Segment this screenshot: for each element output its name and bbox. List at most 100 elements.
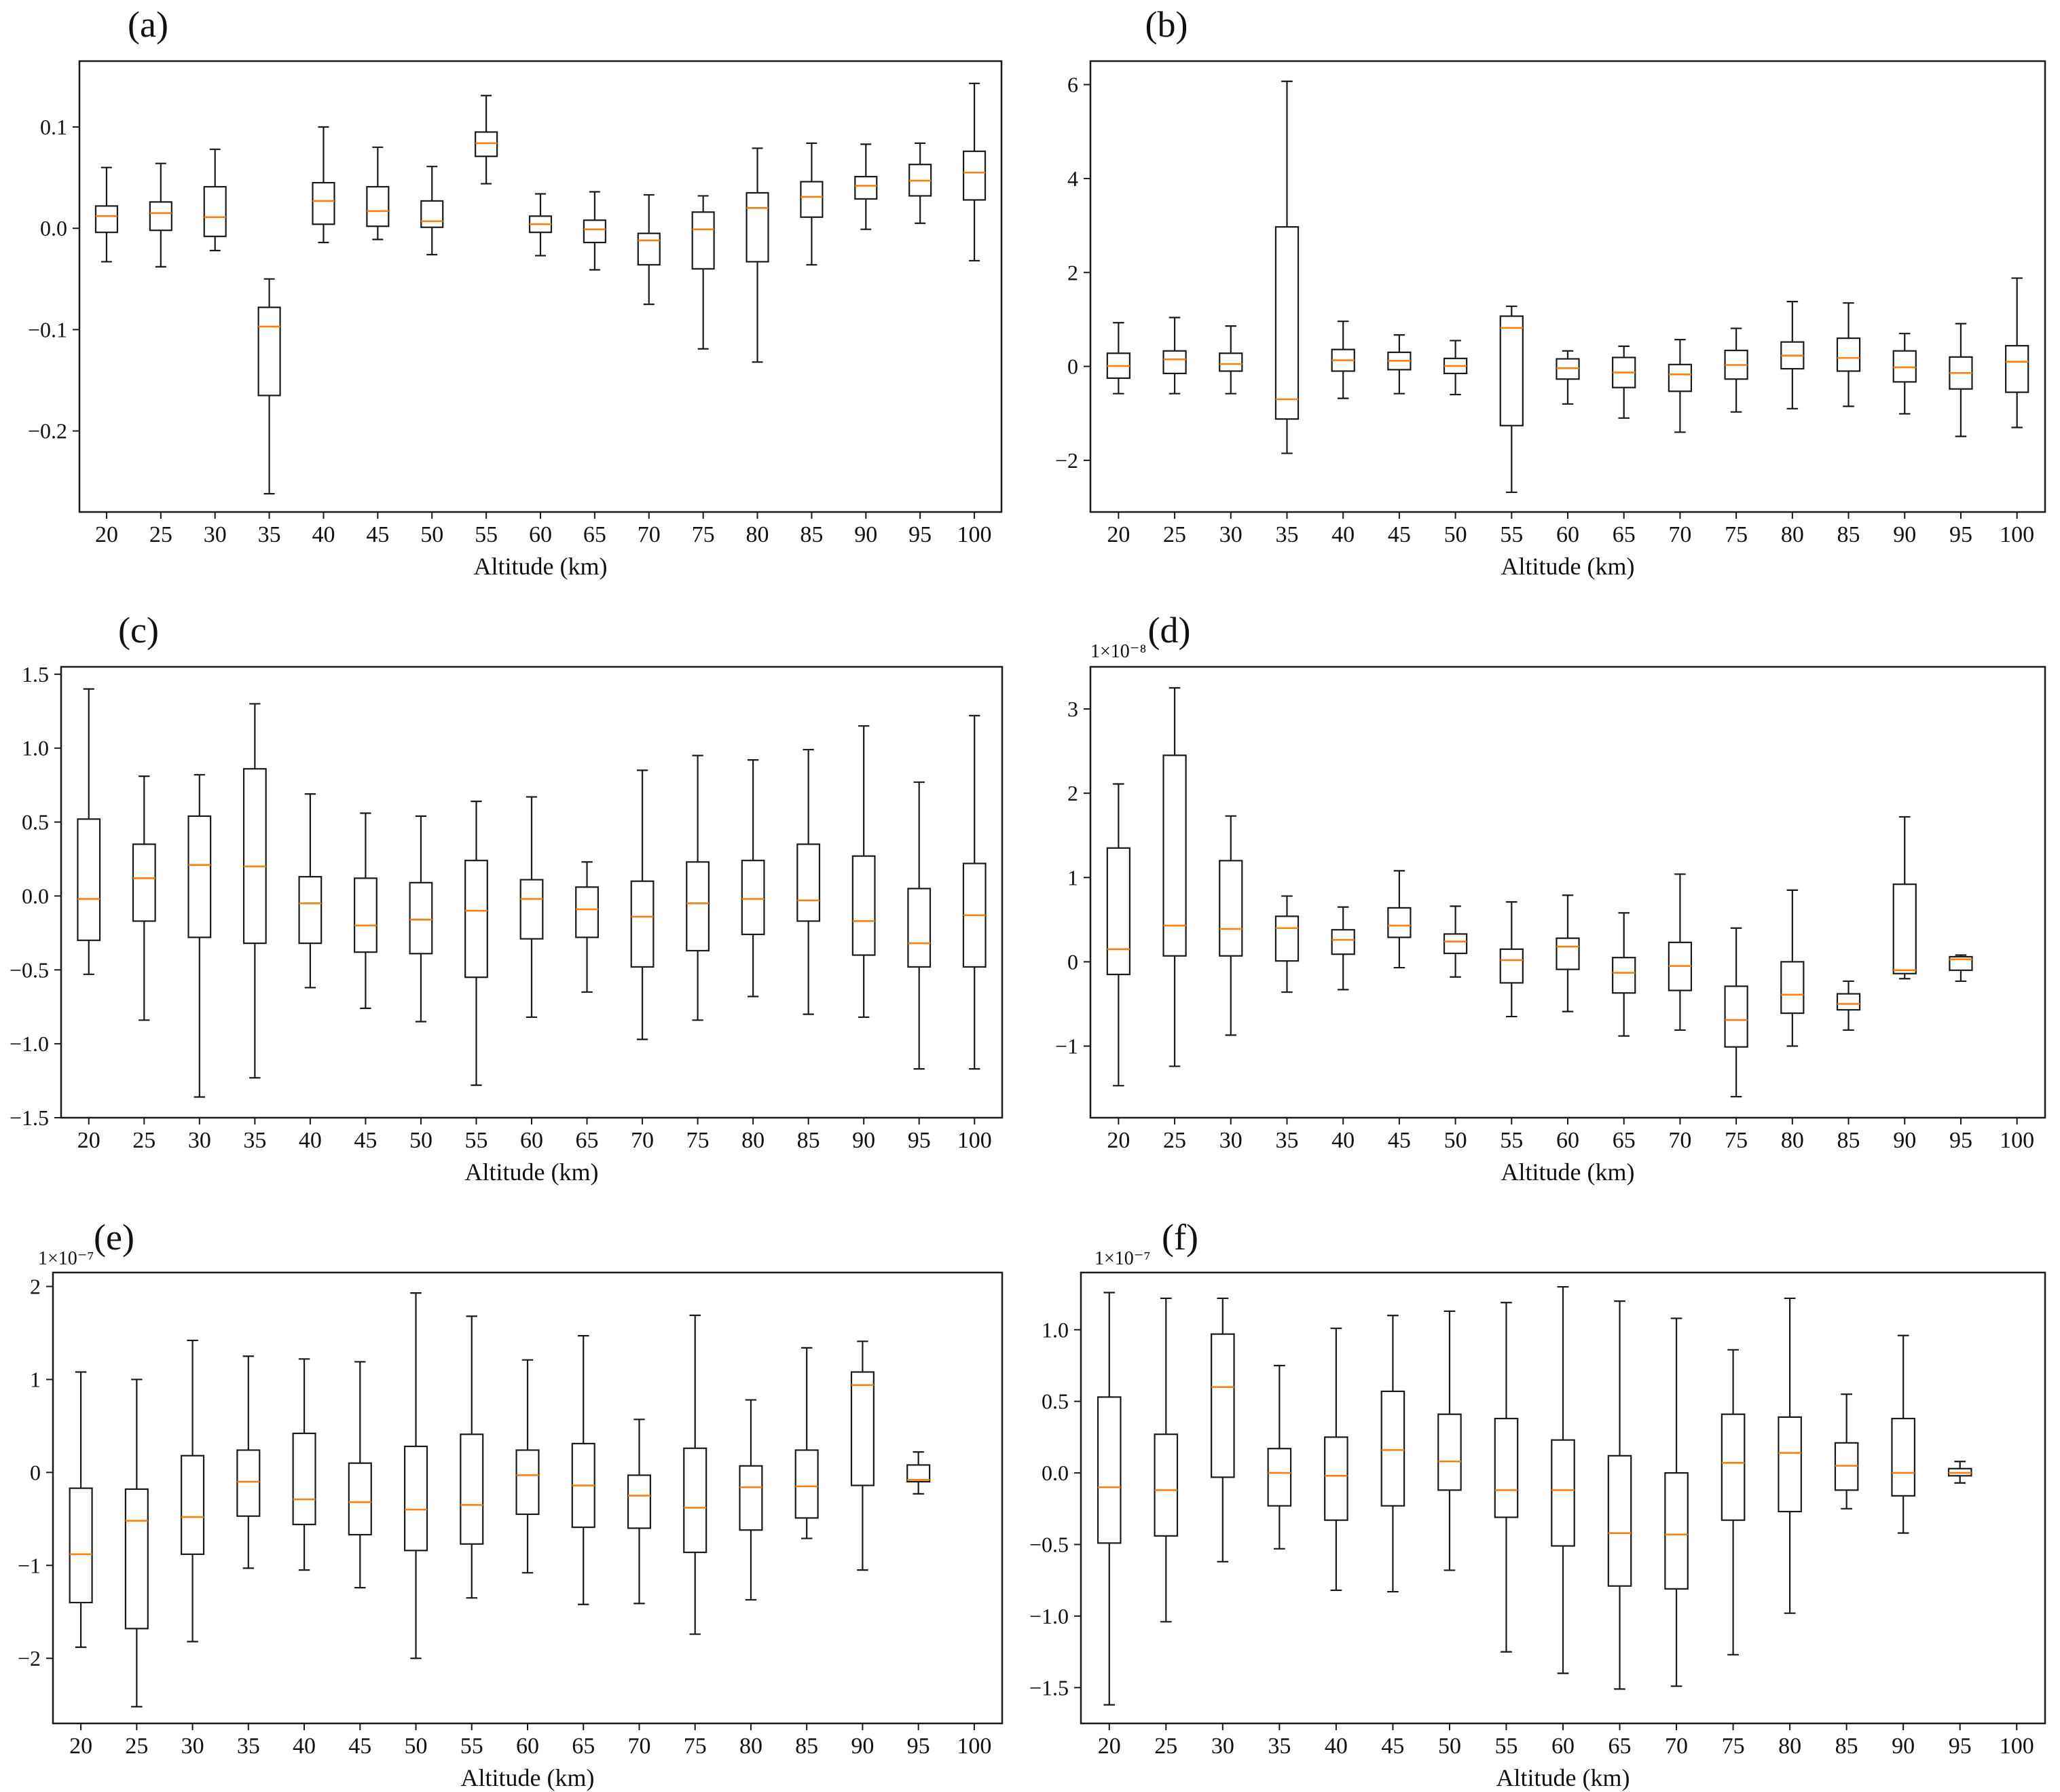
y-tick-label: −0.1 — [28, 317, 67, 342]
iqr-box — [1556, 937, 1580, 970]
x-axis-label: Altitude (km) — [1496, 1764, 1630, 1791]
iqr-box — [1892, 883, 1917, 974]
box-35 — [236, 1355, 261, 1569]
box-30 — [203, 148, 227, 252]
x-tick-label: 30 — [1219, 522, 1243, 547]
y-tick-label: 4 — [1067, 166, 1078, 191]
x-tick-label: 95 — [1949, 1128, 1972, 1153]
iqr-box — [1551, 1439, 1575, 1547]
y-tick-label: −1.5 — [10, 1105, 49, 1130]
x-tick-label: 50 — [1444, 522, 1467, 547]
iqr-box — [1780, 961, 1805, 1014]
panel-letter: (b) — [1145, 4, 1188, 45]
x-tick-label: 60 — [1556, 1128, 1579, 1153]
x-tick-label: 60 — [1551, 1734, 1575, 1759]
x-tick-label: 20 — [1098, 1734, 1121, 1759]
box-55 — [1499, 901, 1524, 1018]
iqr-box — [69, 1487, 93, 1604]
x-tick-label: 55 — [1500, 522, 1523, 547]
iqr-box — [187, 815, 212, 938]
x-tick-label: 70 — [627, 1734, 650, 1759]
iqr-box — [796, 843, 821, 922]
iqr-box — [1162, 754, 1187, 957]
iqr-box — [1331, 929, 1355, 955]
panel-5: −1.5 −1.0 −0.5 0.0 0.5 1.0 20 25 30 35 40 45 50 55 60 6… — [1029, 1217, 2046, 1791]
iqr-box — [739, 1465, 763, 1531]
box-40 — [292, 1358, 316, 1571]
y-tick-label: −1.0 — [10, 1031, 49, 1056]
iqr-box — [1668, 363, 1693, 392]
box-60 — [1556, 350, 1580, 405]
iqr-box — [683, 1447, 707, 1554]
box-25 — [1162, 316, 1187, 395]
x-tick-label: 40 — [1331, 1128, 1355, 1153]
box-75 — [1724, 927, 1748, 1098]
box-50 — [409, 815, 433, 1023]
y-tick-label: 1.0 — [1042, 1317, 1069, 1342]
y-tick-label: −2 — [18, 1646, 41, 1670]
x-tick-label: 65 — [583, 522, 606, 547]
x-tick-label: 70 — [1665, 1734, 1688, 1759]
iqr-box — [1724, 985, 1748, 1048]
iqr-box — [1949, 955, 1973, 971]
box-30 — [181, 1339, 205, 1643]
x-tick-label: 45 — [1388, 522, 1411, 547]
box-90 — [850, 1340, 875, 1571]
y-tick-label: −0.5 — [1029, 1533, 1069, 1557]
x-tick-label: 75 — [686, 1128, 710, 1153]
x-tick-label: 75 — [692, 522, 715, 547]
x-tick-label: 45 — [1381, 1734, 1404, 1759]
x-tick-label: 55 — [1494, 1734, 1518, 1759]
iqr-box — [1162, 350, 1187, 375]
box-35 — [257, 278, 281, 495]
box-55 — [460, 1315, 484, 1599]
iqr-box — [851, 855, 876, 956]
y-tick-label: 0.1 — [40, 115, 67, 139]
axis-scale-label: 1×10⁻⁸ — [1090, 641, 1146, 662]
panel-3: −1 0 1 2 3 20 25 30 35 40 45 50 55 60 65 70 75 80 85 90 95 10… — [1055, 610, 2046, 1186]
box-45 — [348, 1361, 372, 1589]
iqr-box — [794, 1449, 819, 1519]
iqr-box — [77, 818, 101, 941]
box-90 — [854, 143, 878, 230]
panel-1: −2 0 2 4 6 20 25 30 35 40 45 50 55 60 65 70 75 80 85 90 95 10… — [1055, 4, 2046, 580]
box-30 — [1219, 815, 1243, 1036]
iqr-box — [1324, 1436, 1348, 1521]
box-80 — [739, 1399, 763, 1601]
box-55 — [464, 801, 488, 1086]
x-tick-label: 70 — [1668, 1128, 1691, 1153]
box-25 — [149, 162, 172, 268]
x-tick-label: 25 — [132, 1128, 155, 1153]
iqr-box — [746, 191, 769, 263]
box-85 — [1836, 302, 1861, 407]
x-axis-label: Altitude (km) — [1501, 1158, 1635, 1186]
x-tick-label: 95 — [1949, 522, 1972, 547]
x-tick-label: 60 — [520, 1128, 543, 1153]
x-tick-label: 100 — [957, 1128, 992, 1153]
box-30 — [1219, 325, 1243, 395]
box-55 — [1499, 305, 1524, 494]
x-tick-label: 80 — [1781, 1128, 1804, 1153]
box-80 — [746, 147, 769, 363]
x-tick-label: 30 — [1211, 1734, 1234, 1759]
iqr-box — [124, 1488, 149, 1630]
box-95 — [1949, 323, 1973, 437]
x-tick-label: 80 — [1781, 522, 1804, 547]
y-tick-label: 0.0 — [22, 883, 49, 908]
x-axis-label: Altitude (km) — [461, 1764, 595, 1791]
x-tick-label: 95 — [907, 1734, 930, 1759]
x-tick-label: 80 — [1778, 1734, 1801, 1759]
iqr-box — [583, 219, 606, 244]
x-tick-label: 100 — [2000, 522, 2034, 547]
iqr-box — [1612, 957, 1636, 994]
iqr-box — [1437, 1413, 1462, 1491]
box-75 — [1721, 1349, 1746, 1656]
box-30 — [1211, 1297, 1235, 1562]
box-80 — [1778, 1297, 1802, 1614]
x-tick-label: 75 — [1725, 1128, 1748, 1153]
y-tick-label: 1 — [1067, 865, 1078, 890]
iqr-box — [312, 181, 335, 225]
box-20 — [69, 1371, 93, 1648]
box-80 — [1780, 889, 1805, 1047]
